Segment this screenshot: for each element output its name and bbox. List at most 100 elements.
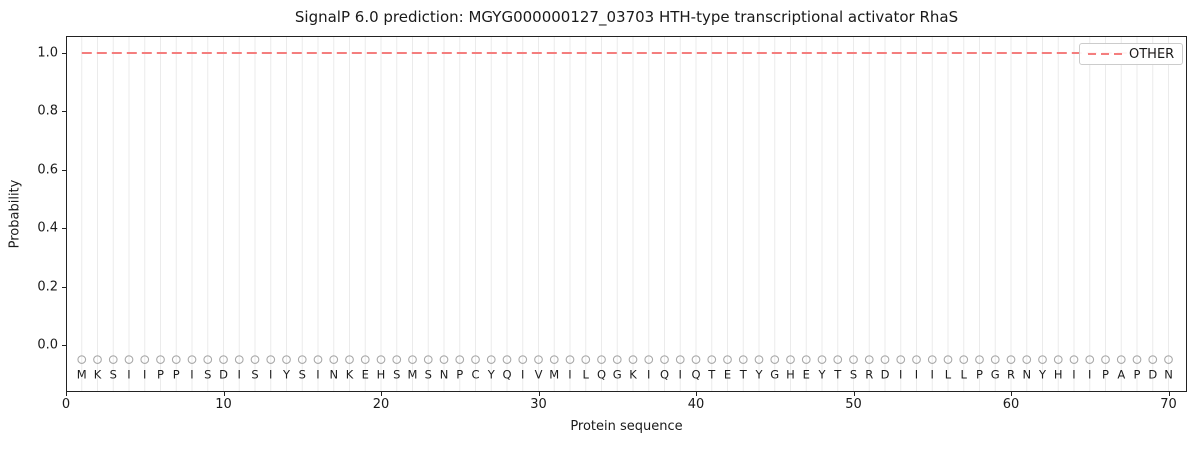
x-tick-mark xyxy=(223,392,225,396)
residue-letter: H xyxy=(1054,368,1063,382)
residue-letter: A xyxy=(1117,368,1125,382)
residue-letter: Y xyxy=(754,368,763,382)
residue-marker xyxy=(455,355,465,364)
residue-marker xyxy=(77,355,87,364)
residue-marker xyxy=(912,355,921,364)
residue-marker xyxy=(597,355,606,364)
residue-letter: P xyxy=(173,368,180,382)
residue-letter: D xyxy=(881,368,890,382)
residue-letter: I xyxy=(899,368,902,382)
residue-marker xyxy=(93,355,102,364)
x-tick-label: 70 xyxy=(1160,397,1177,412)
y-tick-mark xyxy=(62,228,66,230)
residue-marker xyxy=(219,355,228,364)
residue-letter: I xyxy=(647,368,650,382)
residue-letter: Q xyxy=(660,368,669,382)
residue-letter: Y xyxy=(487,368,496,382)
chart-title: SignalP 6.0 prediction: MGYG000000127_03… xyxy=(294,8,959,26)
residue-letter: Q xyxy=(502,368,511,382)
residue-marker xyxy=(1148,355,1158,364)
residue-marker xyxy=(108,355,118,364)
residue-letter: I xyxy=(521,368,524,382)
y-tick-mark xyxy=(62,286,66,288)
residue-marker xyxy=(549,355,559,364)
residue-marker xyxy=(675,355,685,364)
residue-letter: I xyxy=(1072,368,1075,382)
x-axis-label: Protein sequence xyxy=(570,419,683,434)
legend: OTHER xyxy=(1079,43,1184,65)
residue-letter: M xyxy=(549,368,559,382)
residue-letter: G xyxy=(613,368,622,382)
residue-letter: P xyxy=(157,368,164,382)
residue-marker xyxy=(486,355,496,364)
residue-letter: S xyxy=(850,368,857,382)
residue-marker xyxy=(1022,355,1032,364)
residue-letter: E xyxy=(724,368,731,382)
residue-letter: S xyxy=(393,368,400,382)
y-tick-label: 0.8 xyxy=(37,103,58,119)
residue-marker xyxy=(423,355,433,364)
residue-letter: T xyxy=(739,368,748,382)
residue-marker xyxy=(140,355,150,364)
residue-letter: M xyxy=(408,368,418,382)
residue-marker xyxy=(156,355,165,364)
residue-marker xyxy=(975,355,984,364)
residue-letter: I xyxy=(915,368,918,382)
residue-marker xyxy=(1164,355,1173,364)
x-tick-mark xyxy=(696,392,697,396)
x-tick-mark xyxy=(381,392,382,396)
residue-marker xyxy=(408,355,417,364)
plot-frame xyxy=(66,36,1187,392)
residue-letter: P xyxy=(1102,368,1109,382)
residue-letter: S xyxy=(110,368,117,382)
residue-marker xyxy=(234,355,244,364)
residue-marker xyxy=(786,355,795,364)
residue-letter: N xyxy=(329,368,338,382)
residue-letter: S xyxy=(425,368,432,382)
residue-letter: G xyxy=(991,368,1000,382)
residue-marker xyxy=(959,355,969,364)
x-tick-label: 50 xyxy=(845,397,862,412)
residue-marker xyxy=(282,355,291,364)
residue-marker xyxy=(770,355,780,364)
residue-marker xyxy=(297,355,307,364)
residue-letter: G xyxy=(770,368,779,382)
residue-letter: T xyxy=(833,368,842,382)
y-tick-mark xyxy=(62,111,66,113)
x-tick-label: 10 xyxy=(215,397,232,412)
residue-letter: L xyxy=(945,368,952,382)
residue-marker xyxy=(723,355,732,364)
residue-letter: N xyxy=(1164,368,1173,382)
residue-letter: Q xyxy=(691,368,700,382)
residue-letter: Y xyxy=(1038,368,1047,382)
y-tick-mark xyxy=(62,345,66,346)
residue-letter: S xyxy=(299,368,306,382)
residue-marker xyxy=(754,355,764,364)
residue-letter: L xyxy=(583,368,590,382)
residue-marker xyxy=(943,355,953,364)
residue-marker xyxy=(1101,355,1110,364)
residue-letter: S xyxy=(251,368,258,382)
residue-letter: I xyxy=(190,368,193,382)
x-tick-mark xyxy=(853,392,855,396)
residue-letter: R xyxy=(865,368,873,382)
residue-letter: Y xyxy=(282,368,291,382)
residue-marker xyxy=(581,355,591,364)
residue-letter: I xyxy=(679,368,682,382)
x-tick-label: 30 xyxy=(530,397,547,412)
residue-letter: V xyxy=(535,368,543,382)
residue-letter: T xyxy=(707,368,716,382)
residue-letter: E xyxy=(803,368,810,382)
residue-marker xyxy=(1069,355,1079,364)
residue-letter: K xyxy=(94,368,102,382)
residue-marker xyxy=(392,355,402,364)
residue-letter: D xyxy=(1148,368,1157,382)
residue-letter: I xyxy=(931,368,934,382)
y-tick-label: 0.0 xyxy=(37,337,58,353)
residue-marker xyxy=(171,355,181,364)
residue-marker xyxy=(518,355,528,364)
x-tick-label: 20 xyxy=(372,397,390,412)
